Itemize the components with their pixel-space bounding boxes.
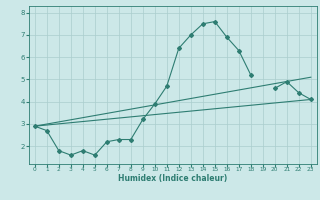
X-axis label: Humidex (Indice chaleur): Humidex (Indice chaleur) — [118, 174, 228, 183]
